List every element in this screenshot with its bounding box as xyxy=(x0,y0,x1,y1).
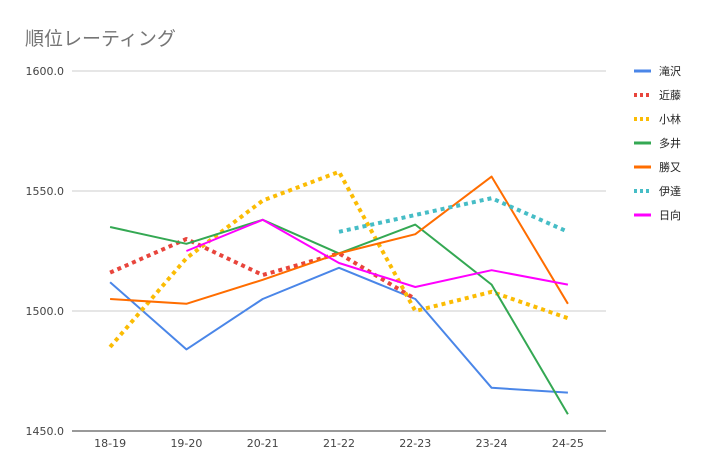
y-tick-label: 1550.0 xyxy=(26,185,65,198)
x-tick-label: 24-25 xyxy=(552,437,584,450)
x-tick-label: 22-23 xyxy=(399,437,431,450)
x-tick-label: 21-22 xyxy=(323,437,355,450)
y-tick-label: 1600.0 xyxy=(26,65,65,78)
gridlines xyxy=(72,70,606,432)
chart-title: 順位レーティング xyxy=(25,28,176,50)
y-axis-ticks: 1450.0 1500.0 1550.0 1600.0 xyxy=(26,65,65,438)
series-line-3 xyxy=(109,218,569,415)
series-lines xyxy=(108,169,569,415)
legend-label: 伊達 xyxy=(659,185,681,198)
x-axis-ticks: 18-19 19-20 20-21 21-22 22-23 23-24 24-25 xyxy=(94,437,584,450)
series-line-6 xyxy=(186,218,569,288)
legend-label: 勝又 xyxy=(659,160,681,174)
legend-label: 滝沢 xyxy=(659,64,681,78)
series-line-0 xyxy=(109,266,568,394)
x-tick-label: 18-19 xyxy=(94,437,126,450)
legend-label: 近藤 xyxy=(659,89,681,102)
series-line-5 xyxy=(338,196,569,234)
y-tick-label: 1450.0 xyxy=(26,425,65,438)
y-tick-label: 1500.0 xyxy=(26,305,65,318)
series-line-1 xyxy=(109,237,417,301)
x-tick-label: 20-21 xyxy=(247,437,279,450)
series-line-4 xyxy=(110,175,569,305)
legend-label: 日向 xyxy=(659,208,681,222)
x-tick-label: 23-24 xyxy=(476,437,508,450)
legend-label: 多井 xyxy=(659,136,681,150)
x-tick-label: 19-20 xyxy=(170,437,202,450)
series-line-2 xyxy=(108,169,569,349)
legend-label: 小林 xyxy=(659,112,681,126)
